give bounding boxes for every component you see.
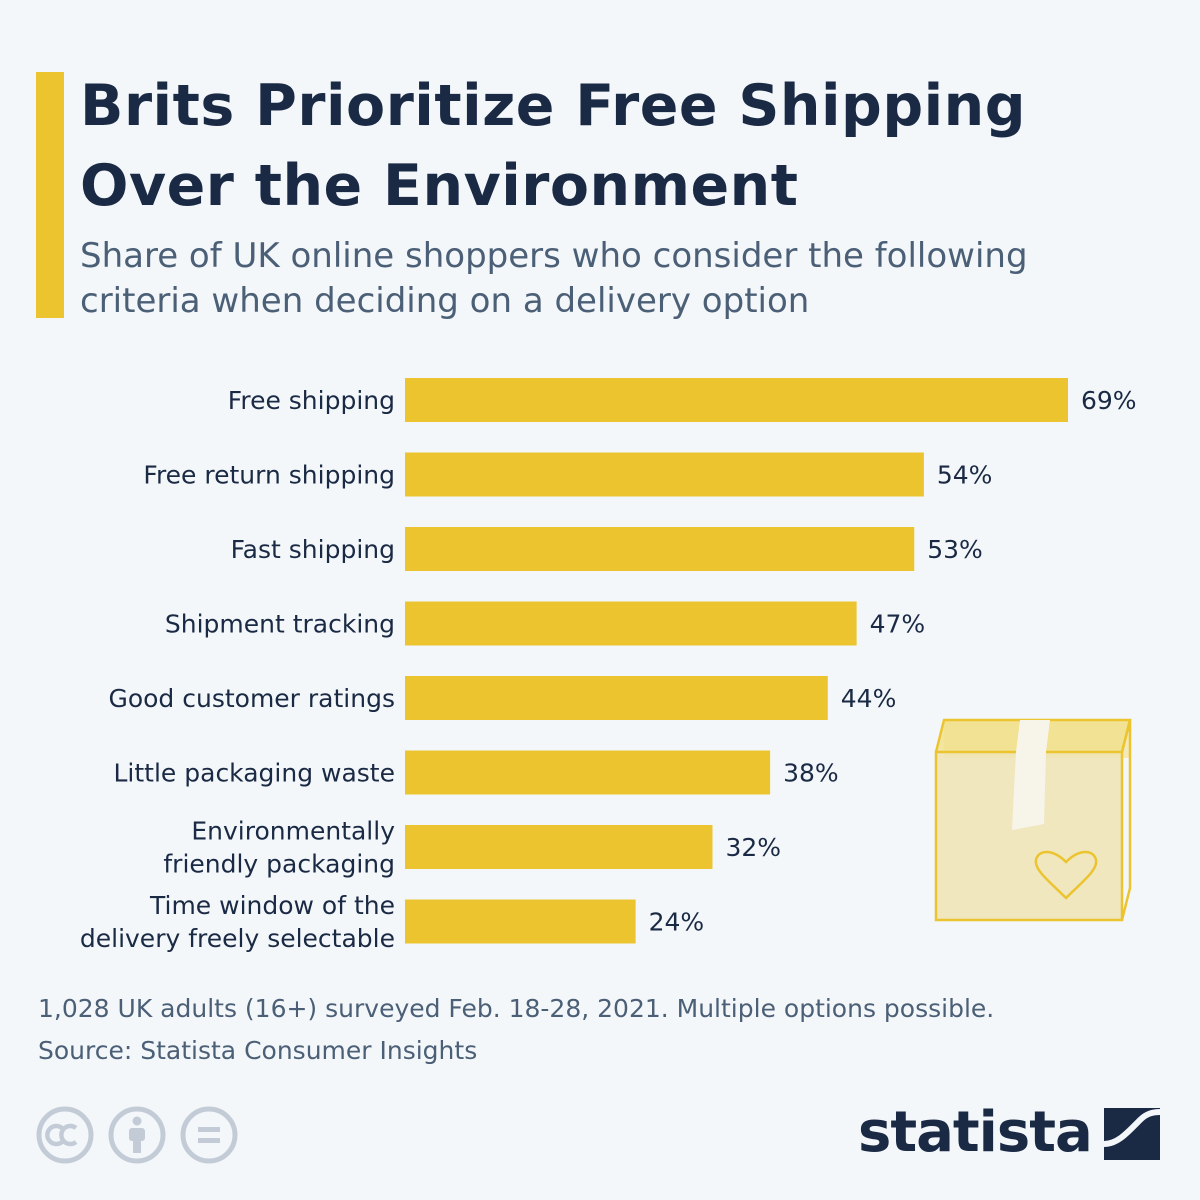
bar-7 [405,899,636,944]
subtitle-line-1: Share of UK online shoppers who consider… [80,236,1028,276]
title-accent-bar [36,72,64,318]
category-label-line: Good customer ratings [108,684,395,713]
category-label-line: Free shipping [228,386,395,415]
category-label-line: friendly packaging [163,850,395,879]
bar-chart: 69% Free shipping 54% Free return shipping 5… [80,378,1137,953]
category-label-line: Fast shipping [231,535,395,564]
subtitle-line-2: criteria when deciding on a delivery opt… [80,281,810,321]
survey-note: 1,028 UK adults (16+) surveyed Feb. 18-2… [38,994,995,1023]
statista-logo-icon[interactable] [1100,1104,1164,1164]
category-label-1: Free return shipping [143,461,395,490]
chart-footer: 1,028 UK adults (16+) surveyed Feb. 18-2… [38,988,1158,1072]
chart-subtitle: Share of UK online shoppers who consider… [80,234,1180,324]
bar-5 [405,750,771,795]
bar-4 [405,676,828,720]
category-label-6: Environmentally friendly packaging [163,817,395,879]
package-box-icon [934,718,1132,922]
category-label-5: Little packaging waste [114,759,396,788]
value-label-2: 53% [927,535,983,564]
category-label-line: Environmentally [191,817,395,846]
value-label-3: 47% [870,610,926,639]
value-label-6: 32% [725,833,781,862]
category-label-0: Free shipping [228,386,395,415]
value-label-4: 44% [841,684,897,713]
category-label-line: Shipment tracking [165,610,395,639]
category-label-line: Little packaging waste [114,759,396,788]
chart-title: Brits Prioritize Free Shipping Over the … [80,66,1180,226]
bar-6 [405,825,713,869]
bar-1 [405,452,924,497]
title-line-1: Brits Prioritize Free Shipping [80,73,1027,139]
category-label-4: Good customer ratings [108,684,395,713]
value-label-5: 38% [783,759,839,788]
value-label-1: 54% [937,461,993,490]
category-label-3: Shipment tracking [165,610,395,639]
source-line: Source: Statista Consumer Insights [38,1036,478,1065]
value-label-0: 69% [1081,386,1137,415]
category-label-2: Fast shipping [231,535,395,564]
statista-wordmark[interactable]: statista [858,1100,1093,1165]
category-label-line: Time window of the [149,891,395,920]
category-label-line: delivery freely selectable [80,924,395,953]
title-line-2: Over the Environment [80,153,799,219]
bar-0 [405,378,1068,422]
category-label-7: Time window of the delivery freely select… [80,891,395,953]
bar-2 [405,527,915,571]
value-label-7: 24% [649,908,705,937]
bar-3 [405,601,857,646]
attribution-icon[interactable] [108,1106,166,1164]
category-label-line: Free return shipping [143,461,395,490]
no-derivatives-icon[interactable] [180,1106,238,1164]
creative-commons-icon[interactable] [36,1106,94,1164]
